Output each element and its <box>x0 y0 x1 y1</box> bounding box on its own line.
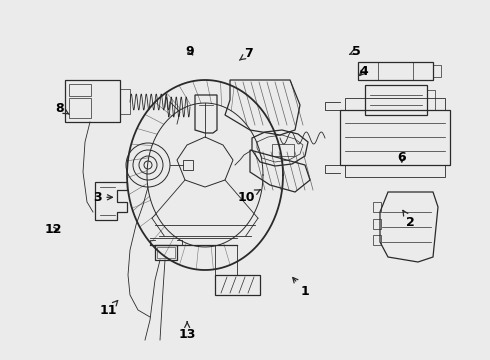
Bar <box>345 98 445 110</box>
Text: 5: 5 <box>349 45 361 58</box>
Text: 3: 3 <box>93 191 112 204</box>
Bar <box>427 90 435 110</box>
Bar <box>69 84 91 96</box>
Bar <box>340 110 450 165</box>
Bar <box>373 202 381 212</box>
Text: 4: 4 <box>359 65 368 78</box>
Text: 12: 12 <box>44 223 62 236</box>
Text: 10: 10 <box>237 190 260 204</box>
Bar <box>215 275 260 295</box>
Text: 11: 11 <box>100 301 118 317</box>
Text: 2: 2 <box>403 210 415 229</box>
Text: 1: 1 <box>293 278 309 298</box>
Text: 13: 13 <box>178 322 196 341</box>
Text: 6: 6 <box>397 151 406 164</box>
Bar <box>157 247 175 258</box>
Bar <box>433 65 441 77</box>
Bar <box>365 85 427 115</box>
Bar <box>65 80 120 122</box>
Bar <box>373 219 381 229</box>
Bar <box>120 89 130 114</box>
Bar <box>373 235 381 245</box>
Bar <box>183 160 193 170</box>
Bar <box>345 165 445 177</box>
Bar <box>155 245 177 260</box>
Bar <box>69 98 91 118</box>
Bar <box>272 144 294 156</box>
Text: 7: 7 <box>240 47 253 60</box>
Bar <box>358 62 433 80</box>
Text: 9: 9 <box>186 45 195 58</box>
Text: 8: 8 <box>55 102 69 115</box>
